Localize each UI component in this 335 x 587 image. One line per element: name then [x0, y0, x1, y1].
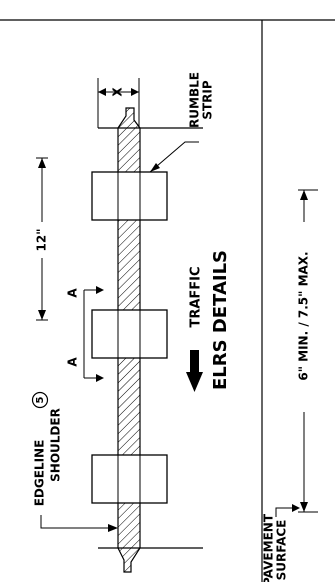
rumble-strip-label-line1: RUMBLE: [188, 72, 202, 128]
rumble-strip-3: [91, 454, 168, 504]
spacing-arrow-top: [38, 158, 46, 168]
depth-arrow-top: [300, 190, 308, 200]
pavement-surface-leader: [275, 507, 296, 517]
note-number: 5: [35, 396, 46, 403]
edgeline-leader-arrow: [108, 524, 118, 532]
spacing-arrow-bottom: [38, 310, 46, 320]
spacing-label-bg: [34, 222, 50, 258]
spacing-label: 12": [35, 229, 49, 252]
shoulder-label: SHOULDER: [49, 408, 63, 482]
rumble-strip-label-line2: STRIP: [201, 80, 215, 120]
edgeline-label: EDGELINE: [33, 440, 47, 507]
section-marker-bottom: A: [66, 357, 80, 367]
rumble-strip-leader-arrow: [150, 163, 160, 172]
pavement-surface-leader-arrow: [292, 504, 300, 512]
dimension-x-label: X: [111, 87, 125, 97]
x-arrow-left: [98, 88, 106, 96]
rumble-strip-leader: [149, 141, 199, 173]
traffic-arrow-shaft: [190, 350, 199, 374]
depth-range-label: 6" MIN. / 7.5" MAX.: [297, 251, 311, 380]
traffic-arrow-head: [186, 372, 203, 392]
traffic-label: TRAFFIC: [189, 266, 204, 327]
rumble-strip-1: [91, 171, 168, 221]
page-title: ELRS DETAILS: [210, 250, 231, 390]
depth-arrow-bottom: [300, 502, 308, 512]
depth-label-bg: [296, 222, 312, 412]
pavement-surface-label-line1: PAVEMENT: [262, 513, 276, 582]
x-arrow-right: [131, 88, 139, 96]
pavement-surface-label-line2: SURFACE: [275, 520, 289, 581]
section-marker-top: A: [66, 288, 80, 298]
rumble-strip-2: [91, 309, 168, 359]
edgeline-leader: [40, 515, 116, 529]
section-arrow-bottom: [96, 374, 104, 382]
note-number-circle: [31, 391, 49, 409]
section-arrow-top: [96, 286, 104, 294]
